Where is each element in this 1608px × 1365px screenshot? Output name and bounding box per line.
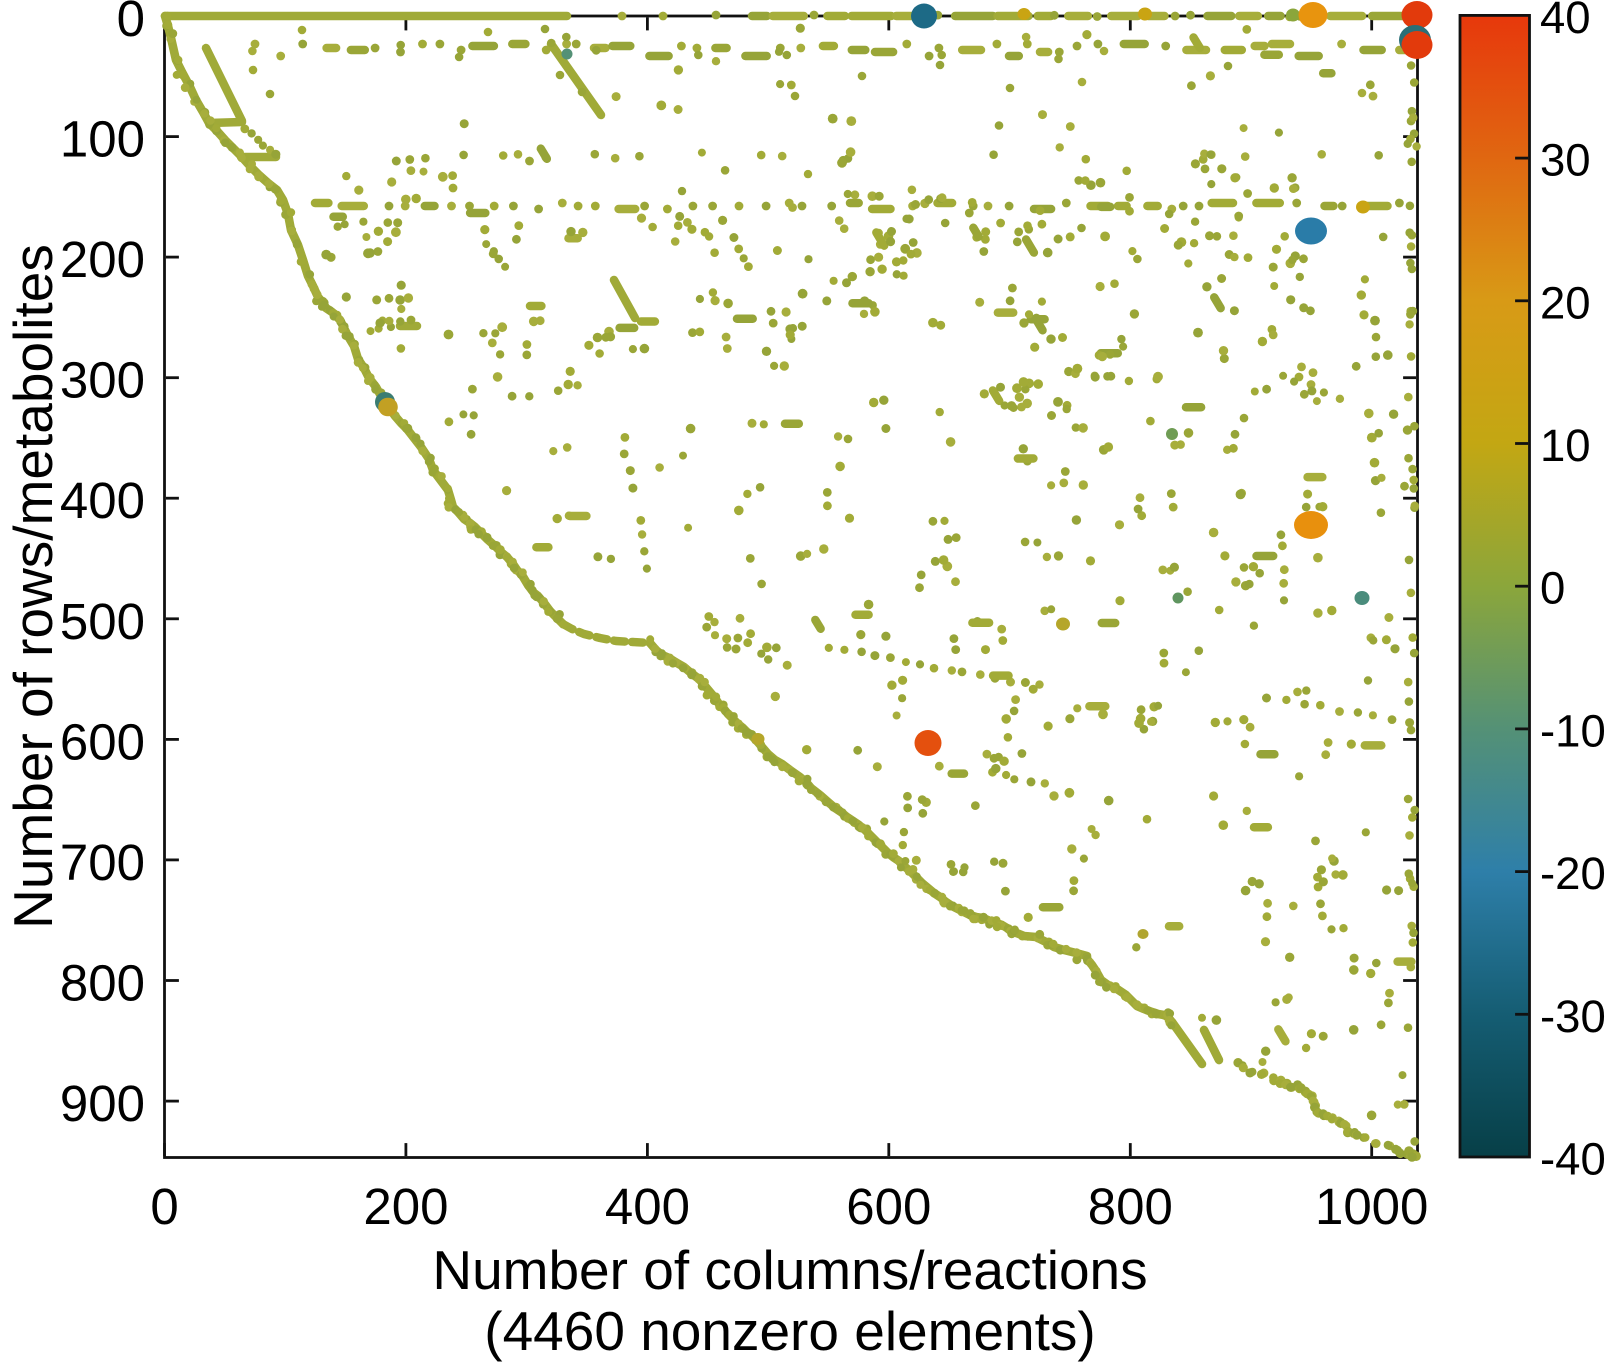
svg-text:-10: -10 <box>1540 705 1606 756</box>
svg-text:600: 600 <box>60 713 145 770</box>
svg-text:200: 200 <box>363 1178 448 1235</box>
svg-text:Number of columns/reactions: Number of columns/reactions <box>432 1239 1147 1301</box>
svg-text:400: 400 <box>60 472 145 529</box>
svg-text:Number of rows/metabolites: Number of rows/metabolites <box>2 244 64 929</box>
svg-text:700: 700 <box>60 834 145 891</box>
svg-text:200: 200 <box>60 231 145 288</box>
svg-text:500: 500 <box>60 593 145 650</box>
svg-text:1000: 1000 <box>1315 1178 1428 1235</box>
svg-text:40: 40 <box>1540 0 1591 43</box>
svg-text:20: 20 <box>1540 277 1591 328</box>
svg-text:-30: -30 <box>1540 991 1606 1042</box>
svg-text:600: 600 <box>846 1178 931 1235</box>
svg-text:10: 10 <box>1540 420 1591 471</box>
svg-text:-20: -20 <box>1540 848 1606 899</box>
svg-text:0: 0 <box>1540 563 1565 614</box>
svg-text:0: 0 <box>117 0 145 47</box>
svg-text:800: 800 <box>1088 1178 1173 1235</box>
svg-text:(4460 nonzero elements): (4460 nonzero elements) <box>484 1300 1095 1362</box>
svg-text:400: 400 <box>605 1178 690 1235</box>
svg-text:0: 0 <box>150 1178 178 1235</box>
svg-text:100: 100 <box>60 111 145 168</box>
svg-text:900: 900 <box>60 1075 145 1132</box>
svg-text:30: 30 <box>1540 135 1591 186</box>
svg-text:800: 800 <box>60 955 145 1012</box>
svg-text:-40: -40 <box>1540 1134 1606 1185</box>
svg-text:300: 300 <box>60 352 145 409</box>
